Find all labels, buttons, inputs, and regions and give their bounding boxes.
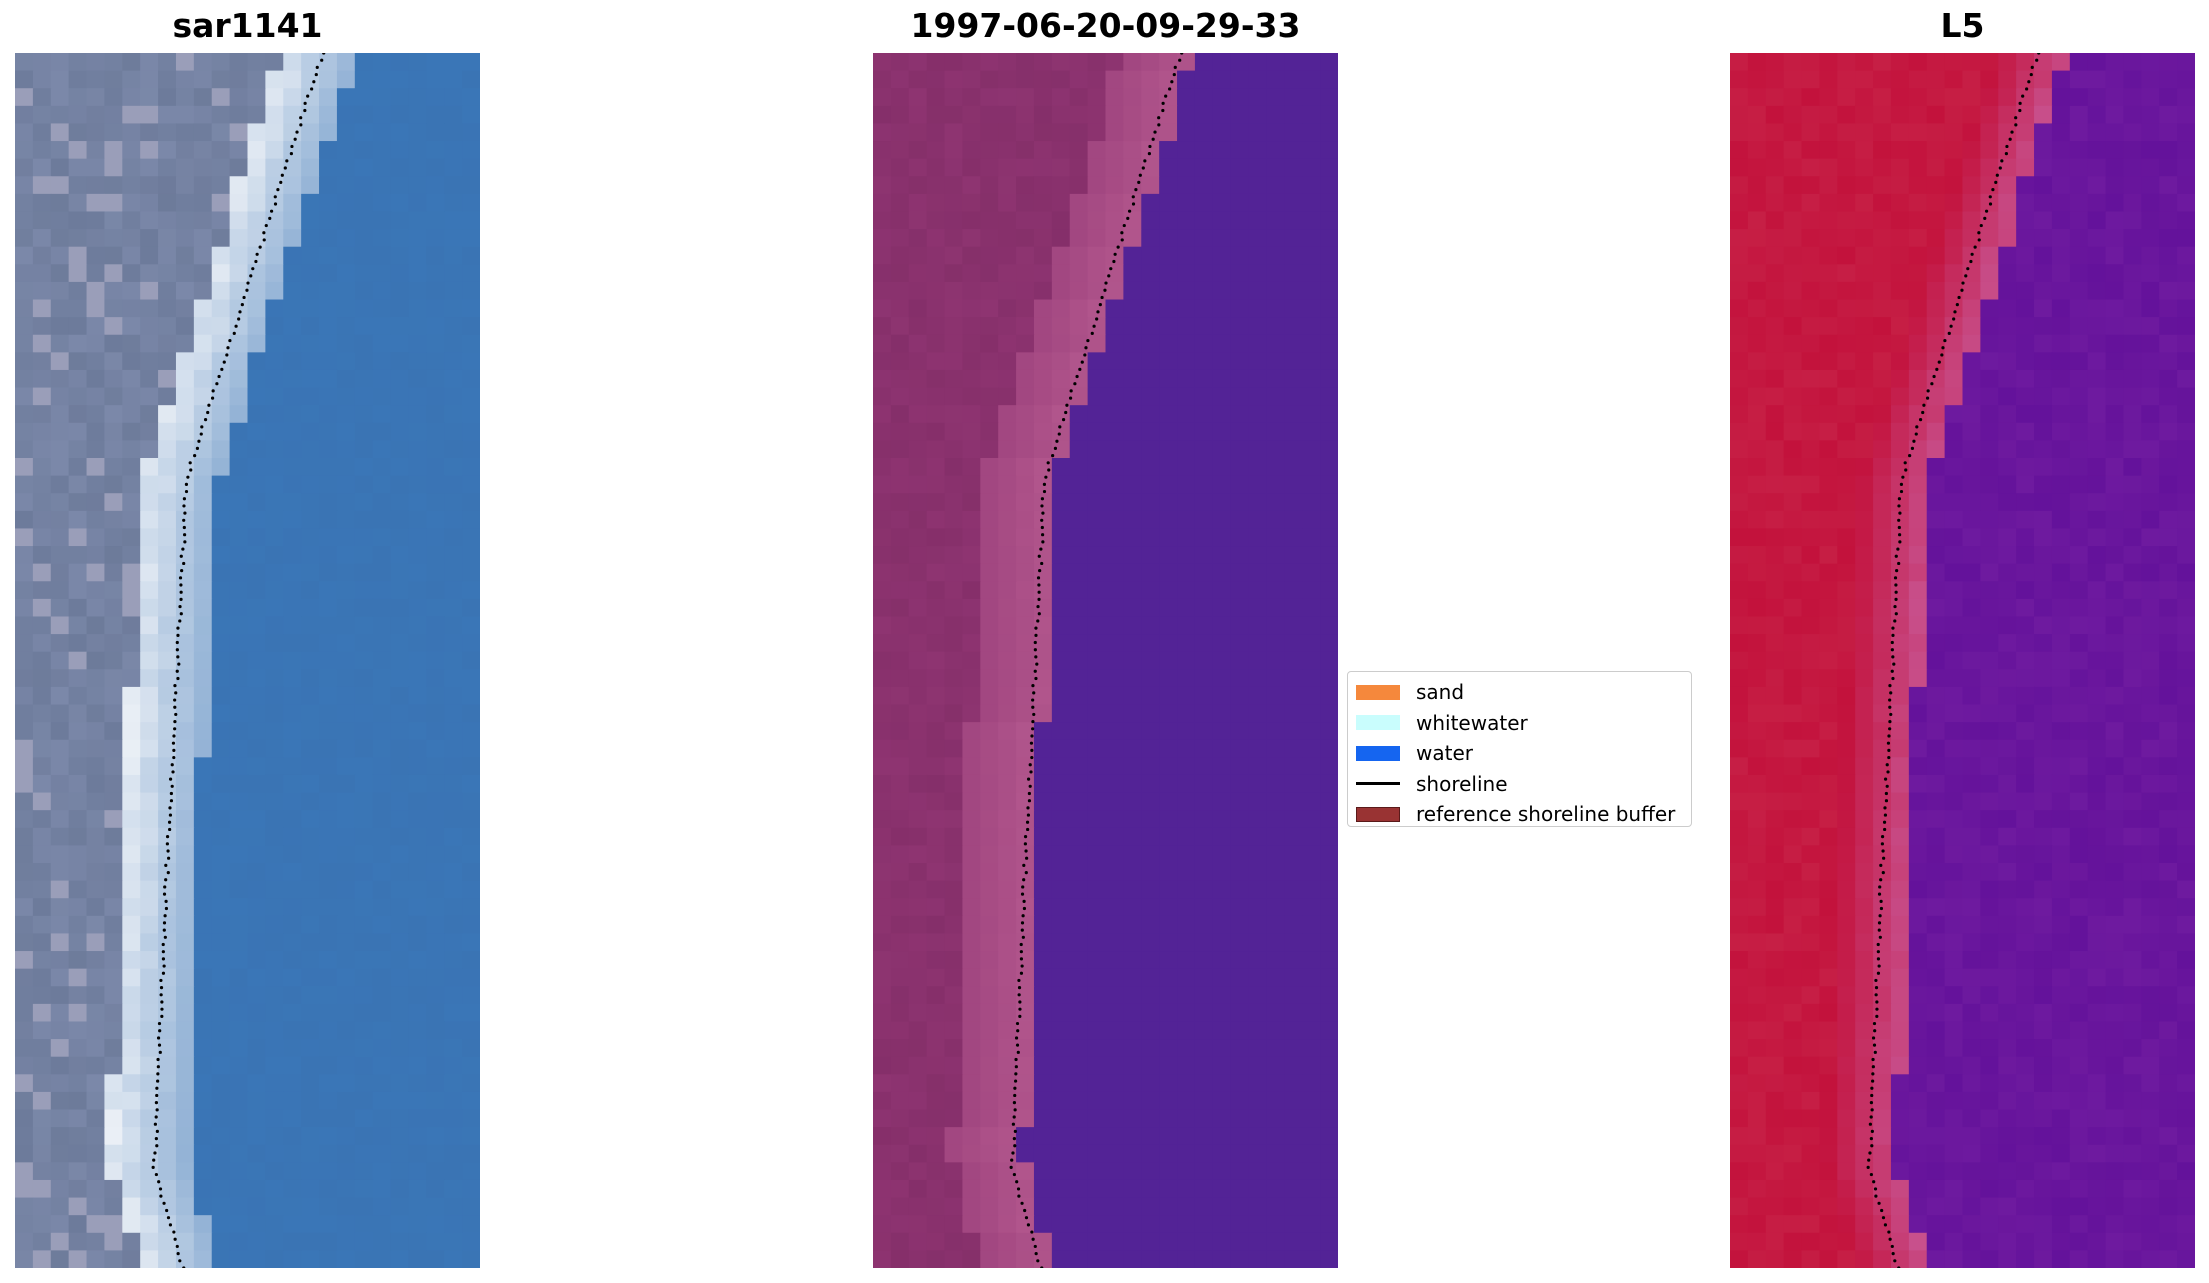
legend-item-shoreline: shoreline <box>1356 769 1683 800</box>
panel-title-rgb: sar1141 <box>172 6 323 45</box>
shoreline-points <box>151 53 326 1268</box>
shoreline-points <box>1009 53 1184 1268</box>
legend-label-reference-buffer: reference shoreline buffer <box>1416 802 1676 827</box>
legend-swatch-whitewater <box>1356 715 1400 731</box>
legend-label-water: water <box>1416 741 1473 766</box>
legend-item-water: water <box>1356 738 1683 769</box>
classified-image-panel <box>873 53 1338 1268</box>
index-image-panel <box>1730 53 2195 1268</box>
panel-title-index: L5 <box>1940 6 1985 45</box>
legend-swatch-sand <box>1356 684 1400 700</box>
legend-label-whitewater: whitewater <box>1416 710 1528 735</box>
legend-item-whitewater: whitewater <box>1356 708 1683 739</box>
panel-title-classified: 1997-06-20-09-29-33 <box>910 6 1301 45</box>
legend: sand whitewater water shoreline referenc… <box>1347 671 1692 827</box>
shoreline-points <box>1866 53 2041 1268</box>
legend-label-sand: sand <box>1416 680 1465 705</box>
legend-swatch-reference-buffer <box>1356 806 1400 822</box>
rgb-image-panel <box>15 53 480 1268</box>
legend-item-reference-buffer: reference shoreline buffer <box>1356 799 1683 830</box>
legend-line-shoreline <box>1356 782 1400 786</box>
legend-item-sand: sand <box>1356 677 1683 708</box>
legend-label-shoreline: shoreline <box>1416 771 1508 796</box>
legend-swatch-water <box>1356 745 1400 761</box>
